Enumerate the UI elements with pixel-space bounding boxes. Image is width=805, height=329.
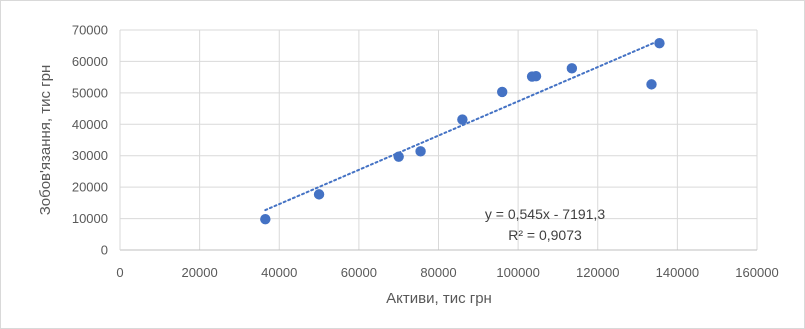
x-tick-labels: 0 20000 40000 60000 80000 100000 120000 140000 1…: [116, 265, 778, 280]
y-tick-label: 20000: [72, 180, 108, 195]
x-tick-label: 160000: [735, 265, 778, 280]
data-point: [646, 79, 657, 90]
data-point: [530, 71, 542, 82]
data-point: [457, 114, 468, 125]
data-point: [497, 86, 508, 98]
y-axis-title: Зобов'язання, тис грн: [37, 65, 54, 216]
x-tick-label: 140000: [656, 265, 699, 280]
x-tick-label: 80000: [420, 265, 456, 280]
x-tick-label: 100000: [496, 265, 539, 280]
grid-lines: [120, 29, 758, 250]
y-tick-label: 50000: [72, 85, 108, 100]
x-tick-label: 20000: [182, 265, 218, 280]
x-tick-label: 120000: [576, 265, 619, 280]
y-tick-label: 0: [101, 243, 108, 258]
data-points: [260, 38, 665, 225]
y-tick-label: 40000: [72, 117, 108, 132]
x-axis-title: Активи, тис грн: [386, 290, 492, 307]
y-tick-label: 10000: [72, 211, 108, 226]
axis-lines: [119, 30, 757, 251]
trendline-r-squared: R² = 0,9073: [508, 227, 582, 243]
data-point: [313, 189, 325, 200]
trendline-group: [264, 39, 661, 212]
data-point: [260, 214, 271, 225]
y-tick-labels: 0 10000 20000 30000 40000 50000 60000 70000: [72, 23, 108, 258]
y-tick-label: 30000: [72, 148, 108, 163]
data-point: [566, 63, 578, 74]
x-tick-label: 40000: [261, 265, 297, 280]
data-point: [415, 146, 426, 157]
y-tick-label: 60000: [72, 54, 108, 69]
data-point: [654, 38, 665, 49]
x-tick-label: 60000: [341, 265, 377, 280]
x-tick-label: 0: [116, 265, 123, 280]
trendline-equation: y = 0,545x - 7191,3: [485, 206, 605, 222]
trendline: [264, 39, 661, 212]
y-tick-label: 70000: [72, 23, 108, 38]
data-point: [393, 151, 404, 162]
